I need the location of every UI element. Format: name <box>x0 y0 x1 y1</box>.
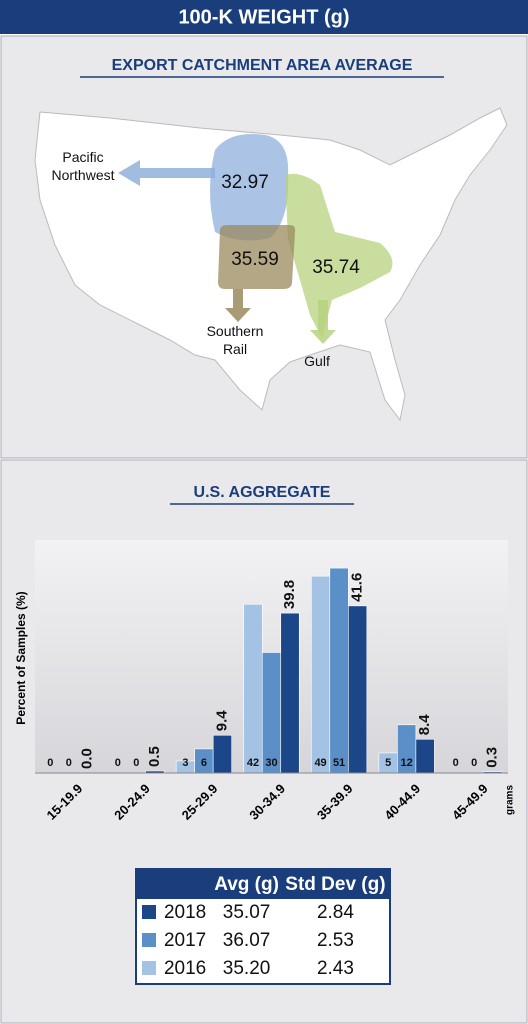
data-label: 0 <box>115 757 121 769</box>
stats-table: Avg (g) Std Dev (g) 2018 35.07 2.84 2017 36.… <box>135 868 391 985</box>
corner <box>136 869 212 899</box>
data-label: 3 <box>182 757 188 769</box>
data-label: 0.0 <box>78 748 95 769</box>
series-name: 2016 <box>163 958 207 979</box>
table-cell: 2.84 <box>281 899 390 927</box>
region-value: 32.97 <box>221 172 269 193</box>
table-cell: 2.53 <box>281 927 390 955</box>
y-axis-label: Percent of Samples (%) <box>14 591 28 724</box>
row-label: 2016 <box>136 955 212 984</box>
bar <box>348 605 368 774</box>
data-label: 49 <box>314 757 326 769</box>
data-label: 0 <box>453 757 459 769</box>
swatch <box>141 905 156 919</box>
bar <box>311 575 331 774</box>
bar <box>261 652 282 774</box>
data-label: 9.4 <box>213 710 230 732</box>
data-label: 0.5 <box>146 746 163 767</box>
bar <box>212 734 232 774</box>
series-name: 2018 <box>163 902 207 923</box>
data-label: 0 <box>471 757 477 769</box>
map-title: EXPORT CATCHMENT AREA AVERAGE <box>112 57 413 74</box>
region-area <box>210 134 289 241</box>
row-label: 2018 <box>136 899 212 927</box>
region-value: 35.74 <box>312 257 360 278</box>
header-bar <box>0 0 528 34</box>
page-title: 100-K WEIGHT (g) <box>178 6 349 28</box>
data-label: 51 <box>333 757 345 769</box>
table-cell: 2.43 <box>281 955 390 984</box>
table-cell: 36.07 <box>211 927 282 955</box>
data-label: 0 <box>47 757 53 769</box>
data-label: 5 <box>385 757 391 769</box>
table-row: 2016 35.20 2.43 <box>136 955 390 984</box>
series-name: 2017 <box>163 930 207 951</box>
region-name: Southern Rail <box>206 323 264 357</box>
col-header: Avg (g) <box>211 869 282 899</box>
chart-title: U.S. AGGREGATE <box>194 484 331 501</box>
bar <box>329 567 349 774</box>
region-name: Gulf <box>304 353 330 369</box>
table-row: 2017 36.07 2.53 <box>136 927 390 955</box>
col-header: Std Dev (g) <box>281 869 390 899</box>
row-label: 2017 <box>136 927 212 955</box>
region-area <box>285 173 393 338</box>
table-row: 2018 35.07 2.84 <box>136 899 390 927</box>
data-label: 8.4 <box>416 714 433 736</box>
data-label: 42 <box>247 757 259 769</box>
region-name: Pacific Northwest <box>51 149 115 183</box>
data-label: 6 <box>201 757 207 769</box>
region-value: 35.59 <box>231 249 279 270</box>
data-label: 0 <box>66 757 72 769</box>
data-label: 12 <box>401 757 413 769</box>
data-label: 30 <box>265 757 277 769</box>
data-label: 39.8 <box>281 580 298 609</box>
bar <box>243 603 263 774</box>
swatch <box>141 961 156 975</box>
table-cell: 35.07 <box>211 899 282 927</box>
data-label: 41.6 <box>349 573 366 602</box>
x-axis-label: grams <box>505 785 516 815</box>
region-arrow <box>118 160 215 186</box>
swatch <box>141 933 156 947</box>
table-cell: 35.20 <box>211 955 282 984</box>
region-area <box>218 225 296 289</box>
region-arrow <box>225 289 251 322</box>
bar <box>280 612 300 774</box>
data-label: 0.3 <box>484 747 501 768</box>
bar <box>415 738 435 774</box>
data-label: 0 <box>133 757 139 769</box>
